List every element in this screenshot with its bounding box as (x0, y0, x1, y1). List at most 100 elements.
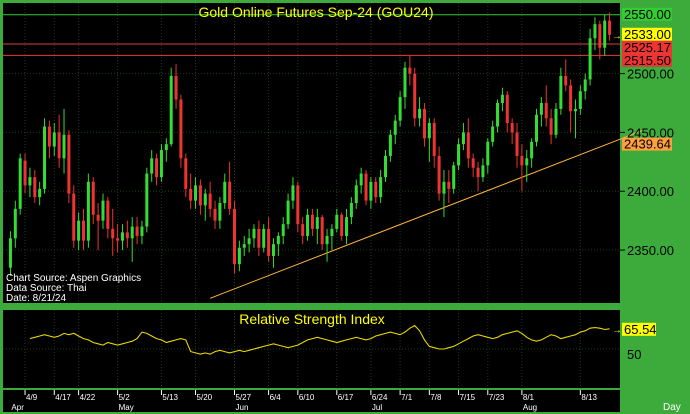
candle (598, 20, 602, 60)
day-tick-label: 8/13 (581, 393, 597, 402)
candle-body (247, 238, 251, 245)
candle (369, 177, 373, 209)
candle (520, 144, 524, 192)
candle-body (383, 155, 388, 178)
candle (525, 150, 529, 182)
price-badge: 2533.00 (622, 27, 672, 42)
period-label: Day (663, 402, 681, 413)
candle (466, 118, 470, 168)
candle (111, 208, 115, 256)
candle (252, 224, 256, 248)
price-badge: 2439.64 (622, 137, 672, 152)
price-axis: 2350.00 2400.00 2450.00 2500.00 (620, 67, 674, 258)
candle (359, 167, 363, 194)
candle (603, 14, 607, 56)
candle (510, 118, 514, 145)
candle-body (549, 118, 553, 135)
candle (481, 158, 485, 182)
day-tick-label: 6/17 (338, 393, 354, 402)
candle-body (393, 120, 397, 135)
candle (62, 108, 66, 174)
candle-body (588, 38, 592, 80)
candle (496, 99, 500, 133)
candle (218, 197, 222, 229)
candle (330, 224, 334, 251)
candle (106, 197, 110, 239)
candle (169, 67, 173, 147)
candle-body (461, 132, 465, 145)
candle-body (330, 228, 334, 236)
candle (198, 179, 202, 215)
candle-body (505, 94, 509, 123)
candle (271, 238, 275, 268)
candle (301, 217, 305, 245)
price-badge-label: 2525.17 (624, 40, 671, 55)
candle-body (237, 247, 241, 265)
time-axis: 4/9 4/17 4/22 5/2 5/13 5/20 5/27 6/4 6/10 6/17 6/2… (11, 390, 597, 412)
candle (145, 167, 149, 233)
candle (67, 130, 71, 203)
candle-body (267, 228, 271, 256)
candle (150, 150, 154, 182)
source-line-3: Date: 8/21/24 (6, 293, 66, 304)
candle-body (169, 75, 173, 145)
candle (345, 208, 349, 245)
candle (159, 144, 163, 182)
candle (588, 28, 592, 86)
candle-body (213, 208, 217, 221)
candle-body (81, 220, 86, 241)
candle (23, 153, 27, 194)
candle-body (481, 165, 485, 178)
candle (155, 153, 159, 186)
support-trendline (209, 129, 644, 299)
candle (544, 85, 548, 127)
candle (320, 214, 324, 251)
price-badge-bg (622, 40, 672, 54)
candle-body (257, 228, 261, 248)
candle (96, 203, 100, 251)
candle (418, 97, 422, 127)
rsi-title: Relative Strength Index (239, 311, 385, 327)
candle (18, 153, 22, 215)
month-label: Jul (372, 403, 382, 412)
candle-body (335, 214, 339, 229)
candle-body (437, 155, 441, 194)
candle-body (8, 238, 12, 268)
day-tick-label: 6/4 (270, 393, 282, 402)
candle-body (184, 158, 188, 189)
candle (286, 193, 290, 229)
candle (8, 231, 12, 276)
price-badge: 2515.50 (622, 53, 672, 68)
candle-body (486, 141, 490, 166)
candle (28, 167, 32, 198)
candle-body (364, 173, 368, 201)
candle-body (354, 185, 358, 203)
candle-body (194, 185, 198, 201)
candle-body (525, 158, 529, 166)
candle (398, 91, 402, 127)
candle (242, 235, 246, 256)
candle (364, 170, 368, 206)
candle (232, 200, 237, 274)
candle (310, 208, 314, 236)
day-tick-label: 5/13 (162, 393, 178, 402)
candle-body (349, 203, 353, 218)
candle-body (159, 150, 163, 178)
candle-body (301, 224, 305, 236)
candle (164, 138, 168, 162)
candle (13, 200, 17, 248)
candle (593, 17, 597, 51)
rsi-badge-bg (622, 322, 656, 336)
candle-body (120, 232, 124, 241)
day-tick-label: 5/2 (119, 393, 131, 402)
candle-body (345, 217, 349, 236)
candle (564, 59, 568, 92)
source-text: Chart Source: Aspen Graphics Data Source… (6, 273, 141, 304)
candle (383, 150, 388, 182)
candle-body (28, 177, 32, 186)
candle-body (559, 75, 563, 109)
candle-body (38, 188, 42, 198)
candle (427, 118, 431, 162)
candle-body (145, 173, 149, 227)
